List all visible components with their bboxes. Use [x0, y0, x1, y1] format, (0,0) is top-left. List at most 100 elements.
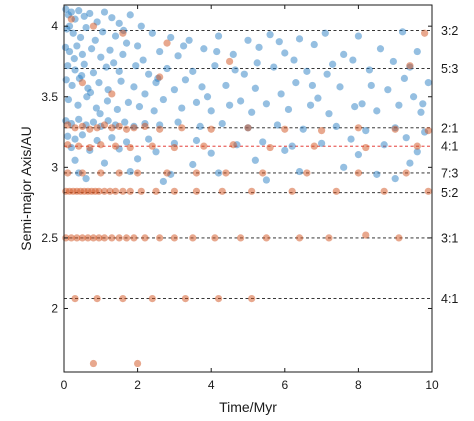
data-point — [64, 62, 72, 70]
data-point — [135, 103, 144, 111]
data-point — [156, 234, 164, 242]
data-point — [189, 67, 197, 75]
data-point — [86, 9, 94, 18]
data-point — [229, 141, 237, 149]
data-point — [181, 76, 190, 84]
data-point — [75, 142, 83, 150]
data-point — [115, 19, 123, 27]
data-point — [332, 122, 340, 130]
data-point — [119, 295, 127, 303]
x-tick-label: 4 — [208, 378, 215, 392]
data-point — [134, 169, 142, 177]
data-point — [78, 122, 86, 130]
data-point — [226, 101, 234, 109]
data-point — [93, 295, 101, 303]
data-point — [111, 32, 120, 40]
data-point — [417, 108, 425, 116]
data-point — [95, 79, 103, 87]
data-point — [95, 234, 103, 242]
data-point — [318, 139, 326, 147]
data-point — [150, 107, 158, 115]
data-point — [253, 59, 261, 67]
data-point — [323, 70, 331, 78]
data-point — [321, 29, 329, 37]
y-tick-label: 4 — [51, 19, 58, 33]
x-tick-label: 2 — [134, 378, 141, 392]
data-point — [259, 169, 267, 177]
data-point — [318, 127, 326, 135]
data-point — [86, 125, 94, 133]
data-point — [400, 74, 408, 82]
data-point — [354, 124, 362, 132]
data-point — [73, 234, 81, 242]
data-point — [64, 132, 72, 140]
data-point — [325, 110, 333, 118]
data-point — [145, 135, 153, 143]
data-point — [266, 143, 274, 152]
data-point — [244, 36, 252, 44]
data-point — [424, 187, 432, 195]
data-point — [395, 101, 403, 109]
data-point — [413, 142, 421, 150]
data-point — [189, 160, 197, 169]
data-point — [65, 47, 74, 56]
resonance-label: 2:1 — [441, 121, 458, 135]
data-point — [213, 47, 221, 56]
data-point — [354, 32, 362, 40]
data-point — [295, 234, 304, 242]
data-point — [80, 60, 88, 68]
data-point — [108, 124, 116, 132]
data-point — [192, 136, 201, 145]
data-point — [108, 90, 116, 98]
data-point — [89, 22, 98, 30]
data-point — [141, 122, 149, 130]
x-tick-label: 10 — [425, 378, 439, 392]
data-point — [248, 108, 256, 116]
data-point — [134, 155, 142, 163]
data-point — [240, 70, 248, 78]
data-point — [200, 142, 208, 150]
data-point — [207, 107, 215, 115]
data-point — [80, 12, 88, 20]
data-point — [88, 45, 96, 53]
data-point — [340, 50, 348, 59]
data-point — [189, 234, 197, 242]
data-point — [75, 7, 83, 15]
data-point — [67, 8, 75, 16]
data-point — [325, 234, 333, 242]
resonance-label: 3:2 — [441, 24, 458, 38]
data-point — [89, 359, 98, 368]
resonance-label: 4:1 — [441, 140, 458, 154]
data-point — [64, 121, 72, 129]
plot-frame — [63, 4, 433, 373]
data-point — [159, 95, 167, 104]
data-point — [64, 169, 72, 177]
data-point — [222, 169, 230, 177]
data-point — [376, 45, 385, 53]
data-point — [113, 105, 121, 114]
data-point — [141, 234, 149, 242]
data-point — [106, 46, 114, 54]
data-point — [152, 148, 160, 156]
data-point — [207, 149, 215, 157]
data-point — [137, 22, 145, 30]
data-point — [336, 83, 344, 91]
data-point — [117, 77, 125, 85]
data-point — [95, 187, 103, 195]
data-point — [281, 49, 289, 57]
data-point — [122, 39, 131, 47]
data-point — [91, 36, 99, 44]
data-point — [145, 70, 153, 78]
data-point — [226, 57, 234, 66]
data-point — [358, 100, 366, 108]
data-point — [115, 169, 123, 177]
data-point — [170, 86, 178, 94]
data-point — [137, 187, 145, 195]
data-point — [163, 169, 171, 177]
data-point — [97, 169, 105, 177]
data-point — [119, 187, 127, 195]
data-point — [347, 135, 355, 143]
data-point — [174, 52, 182, 60]
data-point — [424, 79, 432, 87]
data-point — [373, 107, 381, 115]
